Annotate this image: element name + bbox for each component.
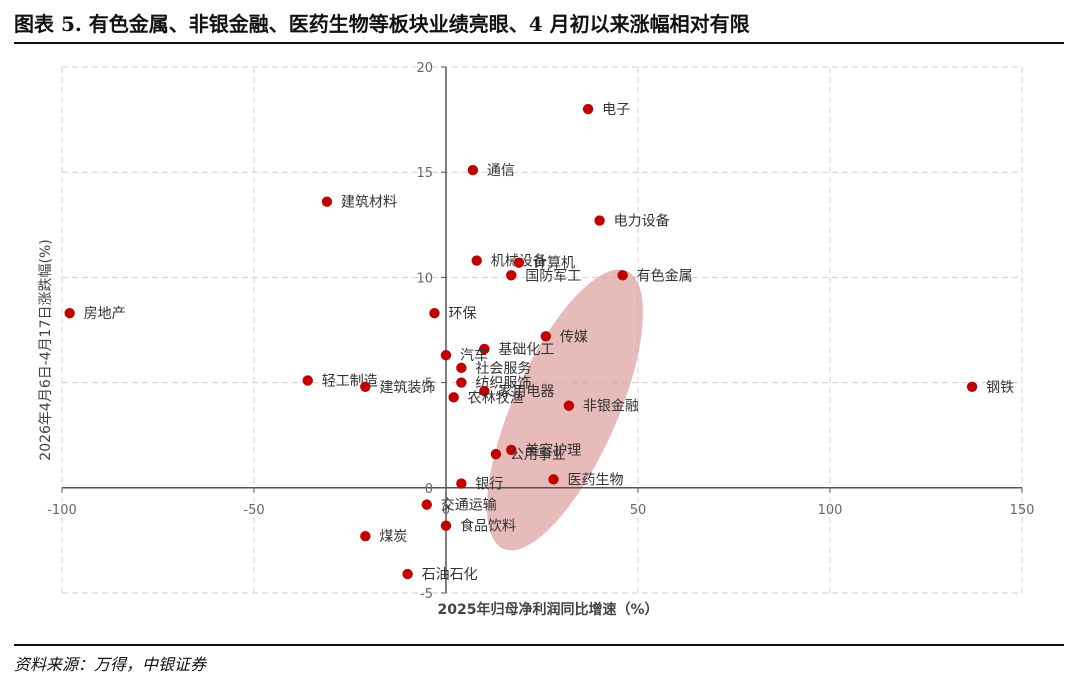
data-label: 钢铁 <box>986 380 1014 396</box>
data-point <box>429 307 440 319</box>
data-point <box>467 164 479 176</box>
data-point <box>563 400 575 411</box>
data-label: 计算机 <box>533 256 575 272</box>
data-label: 家用电器 <box>498 383 554 400</box>
data-label: 公用事业 <box>510 447 566 463</box>
data-label: 电子 <box>602 102 630 118</box>
data-label: 国防军工 <box>525 268 581 284</box>
data-point <box>471 255 482 266</box>
data-label: 交通运输 <box>441 497 497 514</box>
data-label: 食品饮料 <box>460 518 516 535</box>
data-label: 基础化工 <box>498 341 554 358</box>
data-label: 纺织服饰 <box>475 376 531 392</box>
data-point <box>490 448 502 460</box>
data-label: 医药生物 <box>568 472 624 488</box>
data-point <box>456 377 467 388</box>
x-tick-label: -50 <box>243 503 264 518</box>
data-point <box>302 375 313 386</box>
data-point <box>64 307 75 319</box>
y-tick-label: 0 <box>425 482 433 497</box>
data-point <box>540 331 552 342</box>
data-point <box>582 103 594 115</box>
data-point <box>513 257 525 268</box>
source-note: 资料来源：万得，中银证券 <box>14 655 207 674</box>
data-label: 建筑装饰 <box>379 380 435 396</box>
x-tick-label: 150 <box>1010 503 1035 518</box>
data-point <box>421 499 432 510</box>
y-tick-label: 10 <box>416 271 433 286</box>
data-point <box>321 196 333 207</box>
y-axis-title: 2026年4月6日-4月17日涨跌幅(%) <box>38 239 54 460</box>
y-tick-label: 20 <box>416 61 433 76</box>
data-point <box>617 270 628 281</box>
data-point <box>506 444 517 456</box>
data-label: 有色金属 <box>637 267 693 284</box>
data-label: 美容护理 <box>525 442 581 459</box>
highlight-ellipse <box>487 269 644 551</box>
x-tick-label: 50 <box>630 503 647 518</box>
y-tick-label: 15 <box>416 166 433 181</box>
data-point <box>456 362 467 374</box>
data-label: 环保 <box>448 306 476 322</box>
data-point <box>440 520 452 531</box>
data-point <box>506 270 517 281</box>
data-point <box>479 385 490 397</box>
data-point <box>548 474 559 485</box>
data-point <box>594 215 605 226</box>
data-label: 汽车 <box>460 347 488 364</box>
x-tick-label: 100 <box>818 503 843 518</box>
data-point <box>456 478 467 489</box>
x-tick-label: -100 <box>47 503 77 518</box>
data-label: 通信 <box>487 163 515 179</box>
data-label: 农林牧渔 <box>468 390 524 406</box>
y-tick-label: 5 <box>425 377 433 392</box>
data-label: 建筑材料 <box>341 195 397 211</box>
data-label: 石油石化 <box>422 567 478 583</box>
highlight-region-layer <box>487 269 644 551</box>
data-point <box>966 381 978 393</box>
data-point <box>360 381 371 393</box>
data-point <box>440 350 452 361</box>
data-label: 房地产 <box>84 306 126 322</box>
title-divider <box>14 42 1064 44</box>
data-label: 银行 <box>475 477 503 493</box>
x-tick-label: 0 <box>442 503 450 518</box>
data-point <box>402 568 413 580</box>
data-label: 社会服务 <box>475 361 531 377</box>
data-points: 电子通信建筑材料电力设备机械设备计算机国防军工有色金属房地产环保传媒基础化工汽车… <box>64 102 1014 583</box>
data-point <box>448 392 459 403</box>
chart-figure-title: 图表 5. 有色金属、非银金融、医药生物等板块业绩亮眼、4 月初以来涨幅相对有限 <box>14 12 750 36</box>
data-label: 非银金融 <box>583 399 639 415</box>
y-tick-label: -5 <box>420 587 433 602</box>
data-point <box>479 343 490 355</box>
data-point <box>360 530 371 542</box>
data-label: 电力设备 <box>614 213 670 230</box>
footer-divider <box>14 644 1064 646</box>
x-axis-title: 2025年归母净利润同比增速（%） <box>438 601 659 618</box>
data-label: 传媒 <box>560 329 588 345</box>
data-label: 煤炭 <box>379 529 407 545</box>
